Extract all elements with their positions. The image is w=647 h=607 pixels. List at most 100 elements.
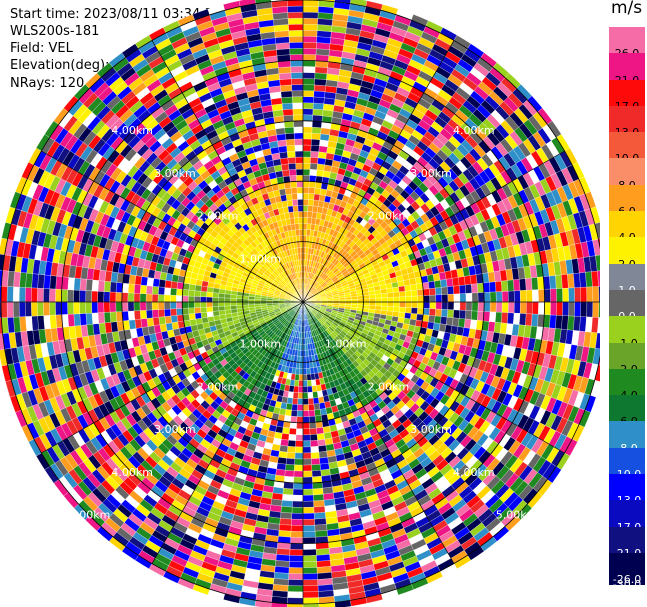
velocity-gate [127, 310, 135, 321]
velocity-gate [302, 126, 313, 134]
velocity-gate [133, 310, 141, 320]
velocity-gate [471, 292, 479, 303]
velocity-gate [127, 283, 135, 294]
velocity-gate [447, 301, 455, 311]
velocity-gate [290, 409, 298, 417]
velocity-gate [188, 295, 195, 303]
velocity-gate [302, 494, 314, 502]
velocity-gate [309, 434, 318, 441]
velocity-gate [313, 84, 326, 92]
velocity-gate [73, 301, 80, 315]
velocity-gate [525, 313, 533, 327]
velocity-gate [285, 458, 295, 466]
velocity-gate [139, 310, 147, 320]
velocity-gate [310, 452, 320, 459]
velocity-gate [302, 428, 311, 436]
velocity-gate [315, 548, 330, 556]
velocity-gate [457, 318, 466, 328]
velocity-gate [289, 549, 304, 556]
velocity-gate [218, 305, 226, 311]
velocity-gate [164, 287, 171, 296]
velocity-gate [459, 284, 467, 294]
velocity-gate [164, 315, 172, 324]
velocity-gate [43, 301, 50, 316]
velocity-gate [309, 163, 318, 170]
velocity-gate [302, 458, 312, 466]
velocity-gate [357, 301, 364, 306]
velocity-gate [163, 301, 171, 310]
velocity-gate [316, 42, 331, 50]
velocity-gate [313, 96, 325, 104]
velocity-gate [363, 298, 370, 303]
velocity-gate [37, 274, 45, 289]
velocity-gate [302, 66, 316, 73]
velocity-gate [316, 427, 324, 435]
velocity-gate [188, 289, 196, 297]
velocity-gate [586, 286, 594, 303]
velocity-gate [592, 301, 600, 318]
velocity-gate [121, 301, 129, 312]
velocity-gate [567, 273, 575, 289]
velocity-gate [297, 404, 304, 411]
velocity-gate [306, 223, 312, 231]
velocity-gate [302, 54, 317, 61]
velocity-gate [568, 287, 575, 303]
velocity-gate [356, 295, 364, 300]
velocity-gate [453, 309, 460, 319]
velocity-gate [447, 286, 454, 295]
velocity-gate [275, 554, 290, 562]
velocity-gate [248, 304, 256, 308]
velocity-gate [313, 193, 321, 201]
velocity-gate [310, 446, 319, 453]
velocity-gate [169, 294, 177, 303]
velocity-gate [236, 301, 243, 306]
velocity-gate [302, 567, 318, 574]
velocity-gate [519, 313, 527, 326]
velocity-gate [97, 291, 105, 303]
velocity-gate [194, 296, 201, 303]
velocity-gate [164, 308, 171, 317]
velocity-gate [170, 281, 178, 289]
velocity-gate [410, 313, 418, 321]
velocity-gate [109, 281, 117, 293]
velocity-gate [314, 78, 327, 86]
velocity-gate [302, 187, 310, 194]
velocity-gate [308, 415, 316, 423]
velocity-gate [302, 482, 313, 490]
velocity-gate [465, 284, 473, 294]
velocity-gate [103, 281, 111, 293]
velocity-gate [302, 518, 315, 526]
velocity-gate [302, 150, 312, 158]
velocity-gate [290, 525, 304, 532]
velocity-gate [188, 283, 196, 291]
velocity-gate [399, 301, 406, 308]
velocity-gate [302, 42, 317, 49]
velocity-gate [495, 291, 503, 303]
velocity-gate [302, 591, 319, 599]
velocity-gate [302, 5, 319, 13]
velocity-gate [538, 301, 545, 315]
velocity-gate [495, 301, 503, 313]
velocity-gate [293, 476, 304, 484]
velocity-gate [306, 379, 312, 387]
velocity-gate [302, 175, 310, 182]
velocity-gate [79, 278, 87, 291]
velocity-gate [307, 385, 313, 393]
velocity-gate [311, 126, 322, 134]
velocity-gate [317, 439, 326, 447]
velocity-gate [194, 312, 202, 320]
velocity-gate [310, 440, 319, 447]
velocity-gate [380, 293, 388, 299]
velocity-gate [182, 307, 190, 315]
velocity-gate [308, 187, 316, 195]
velocity-gate [380, 288, 388, 294]
velocity-gate [284, 409, 292, 417]
velocity-gate [453, 293, 461, 303]
velocity-gate [152, 309, 159, 318]
velocity-gate [495, 281, 503, 293]
velocity-gate [97, 312, 105, 324]
velocity-gate [170, 308, 178, 317]
velocity-gate [236, 298, 243, 303]
velocity-gate [158, 279, 166, 288]
velocity-gate [230, 298, 237, 303]
